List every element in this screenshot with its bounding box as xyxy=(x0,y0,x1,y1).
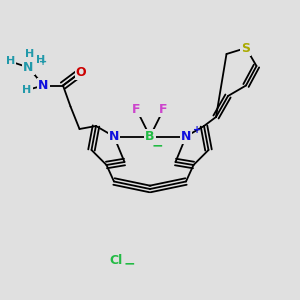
Text: N: N xyxy=(23,61,34,74)
Text: B: B xyxy=(145,130,155,143)
Text: N: N xyxy=(38,79,49,92)
Text: +: + xyxy=(39,57,47,67)
Text: Cl: Cl xyxy=(109,254,122,268)
Text: H: H xyxy=(6,56,15,67)
Text: −: − xyxy=(123,256,135,270)
Text: F: F xyxy=(132,103,141,116)
Text: S: S xyxy=(242,41,250,55)
Text: N: N xyxy=(109,130,119,143)
Text: H: H xyxy=(26,49,34,59)
Text: N: N xyxy=(181,130,191,143)
Text: +: + xyxy=(193,125,202,135)
Text: −: − xyxy=(152,138,163,152)
Text: H: H xyxy=(22,85,32,95)
Text: F: F xyxy=(159,103,168,116)
Text: O: O xyxy=(76,65,86,79)
Text: H: H xyxy=(36,55,45,65)
